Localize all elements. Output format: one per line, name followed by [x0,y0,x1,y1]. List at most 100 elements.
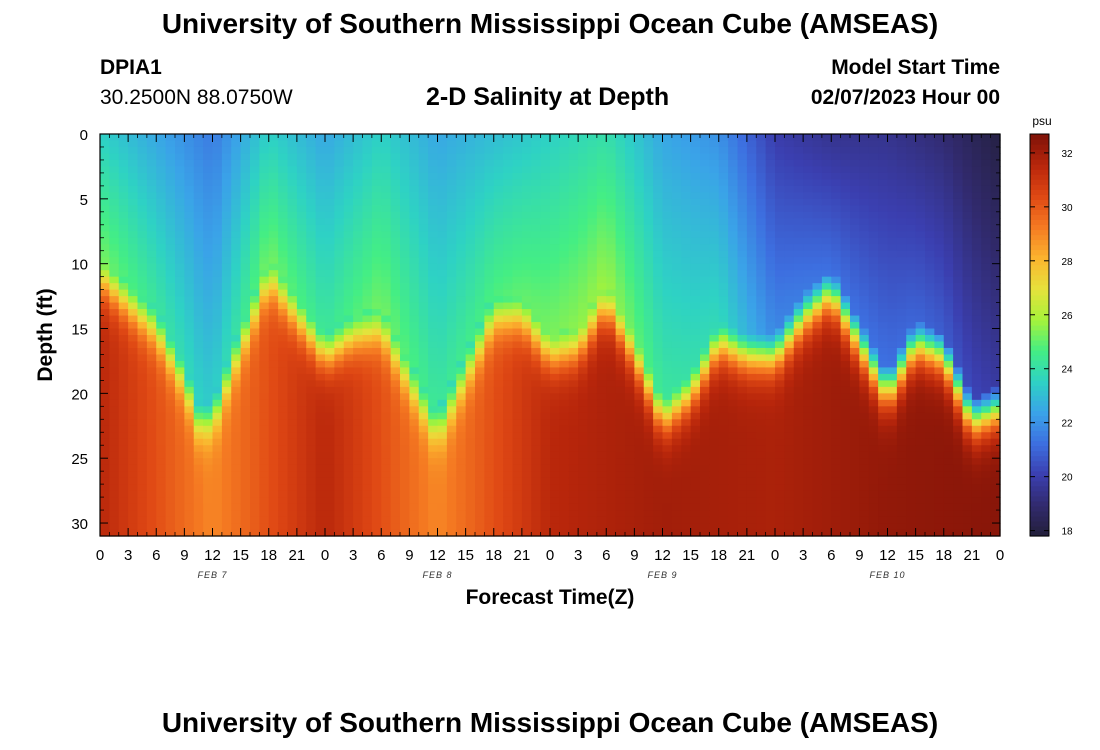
heatmap-cell [203,360,214,369]
heatmap-cell [559,289,570,297]
heatmap-cell [203,276,214,284]
heatmap-cell [446,250,457,258]
heatmap-cell [184,464,195,472]
heatmap-cell [643,399,654,407]
heatmap-cell [737,438,748,446]
heatmap-cell [278,153,289,161]
heatmap-cell [212,231,223,239]
heatmap-cell [334,192,345,200]
heatmap-cell [100,134,110,142]
heatmap-cell [484,406,495,414]
heatmap-cell [203,412,214,420]
heatmap-cell [296,185,307,193]
heatmap-cell [212,172,223,180]
heatmap-cell [493,309,504,317]
heatmap-cell [606,250,617,258]
heatmap-cell [653,146,664,155]
heatmap-cell [587,140,598,148]
heatmap-cell [831,140,842,148]
heatmap-cell [212,497,223,505]
heatmap-cell [671,406,682,414]
heatmap-cell [165,263,176,271]
heatmap-cell [550,490,560,498]
heatmap-cell [690,406,701,414]
heatmap-cell [634,179,645,187]
heatmap-cell [212,140,223,148]
heatmap-cell [550,257,560,265]
heatmap-cell [306,218,317,226]
heatmap-cell [156,211,167,219]
heatmap-cell [493,237,504,245]
heatmap-cell [156,354,167,362]
heatmap-cell [156,445,167,453]
heatmap-cell [193,244,204,252]
heatmap-cell [512,458,523,466]
heatmap-cell [803,360,814,369]
heatmap-cell [278,185,289,193]
heatmap-cell [550,451,560,459]
heatmap-cell [840,386,851,394]
heatmap-cell [596,445,607,453]
heatmap-cell [184,166,195,174]
heatmap-cell [596,146,607,155]
heatmap-cell [568,516,579,524]
heatmap-cell [596,166,607,174]
heatmap-cell [709,406,720,414]
heatmap-cell [709,510,720,518]
heatmap-cell [381,192,392,200]
heatmap-cell [231,302,242,310]
heatmap-cell [700,399,710,407]
heatmap-cell [493,438,504,446]
heatmap-cell [456,464,467,472]
heatmap-cell [165,529,176,537]
heatmap-cell [428,205,439,213]
heatmap-cell [531,296,542,304]
heatmap-cell [184,477,195,485]
heatmap-cell [643,296,654,304]
heatmap-cell [578,218,589,226]
heatmap-cell [465,185,476,193]
heatmap-cell [203,406,214,414]
heatmap-cell [268,354,279,362]
heatmap-cell [671,354,682,362]
heatmap-cell [784,276,795,284]
heatmap-cell [700,315,710,323]
heatmap-cell [793,270,804,278]
heatmap-cell [756,380,767,388]
heatmap-cell [343,224,354,232]
heatmap-cell [615,399,626,407]
heatmap-cell [681,471,692,479]
heatmap-cell [756,412,767,420]
heatmap-cell [756,224,767,232]
heatmap-cell [475,347,485,356]
heatmap-cell [193,166,204,174]
heatmap-cell [409,516,420,524]
heatmap-cell [212,516,223,524]
heatmap-cell [240,354,251,362]
heatmap-cell [484,231,495,239]
heatmap-cell [840,412,851,420]
heatmap-cell [362,490,373,498]
heatmap-cell [268,438,279,446]
heatmap-cell [568,347,579,356]
heatmap-cell [831,283,842,291]
heatmap-cell [690,237,701,245]
heatmap-cell [118,380,129,388]
heatmap-cell [653,296,664,304]
heatmap-cell [671,328,682,336]
heatmap-cell [653,347,664,356]
heatmap-cell [793,386,804,394]
heatmap-cell [484,451,495,459]
heatmap-cell [400,477,410,485]
heatmap-cell [784,205,795,213]
heatmap-cell [475,523,485,531]
heatmap-cell [362,211,373,219]
heatmap-cell [484,276,495,284]
heatmap-cell [231,503,242,511]
heatmap-cell [418,471,429,479]
heatmap-cell [615,412,626,420]
heatmap-cell [728,412,739,420]
heatmap-cell [475,399,485,407]
heatmap-cell [456,250,467,258]
heatmap-cell [540,412,551,420]
